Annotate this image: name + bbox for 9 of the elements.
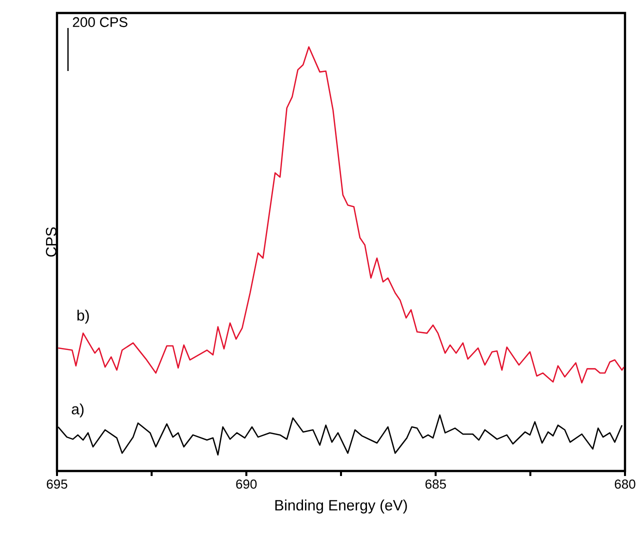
series-label: a) (72, 403, 84, 418)
y-axis-title: CPS (46, 227, 56, 257)
x-tick-label: 680 (614, 480, 636, 489)
series-label: b) (77, 310, 89, 324)
x-tick-label: 695 (46, 480, 68, 489)
x-tick-label: 690 (236, 480, 257, 489)
x-axis-title: Binding Energy (eV) (275, 500, 407, 514)
text: 200 CPS (72, 17, 128, 28)
x-tick-label: 685 (426, 480, 446, 489)
